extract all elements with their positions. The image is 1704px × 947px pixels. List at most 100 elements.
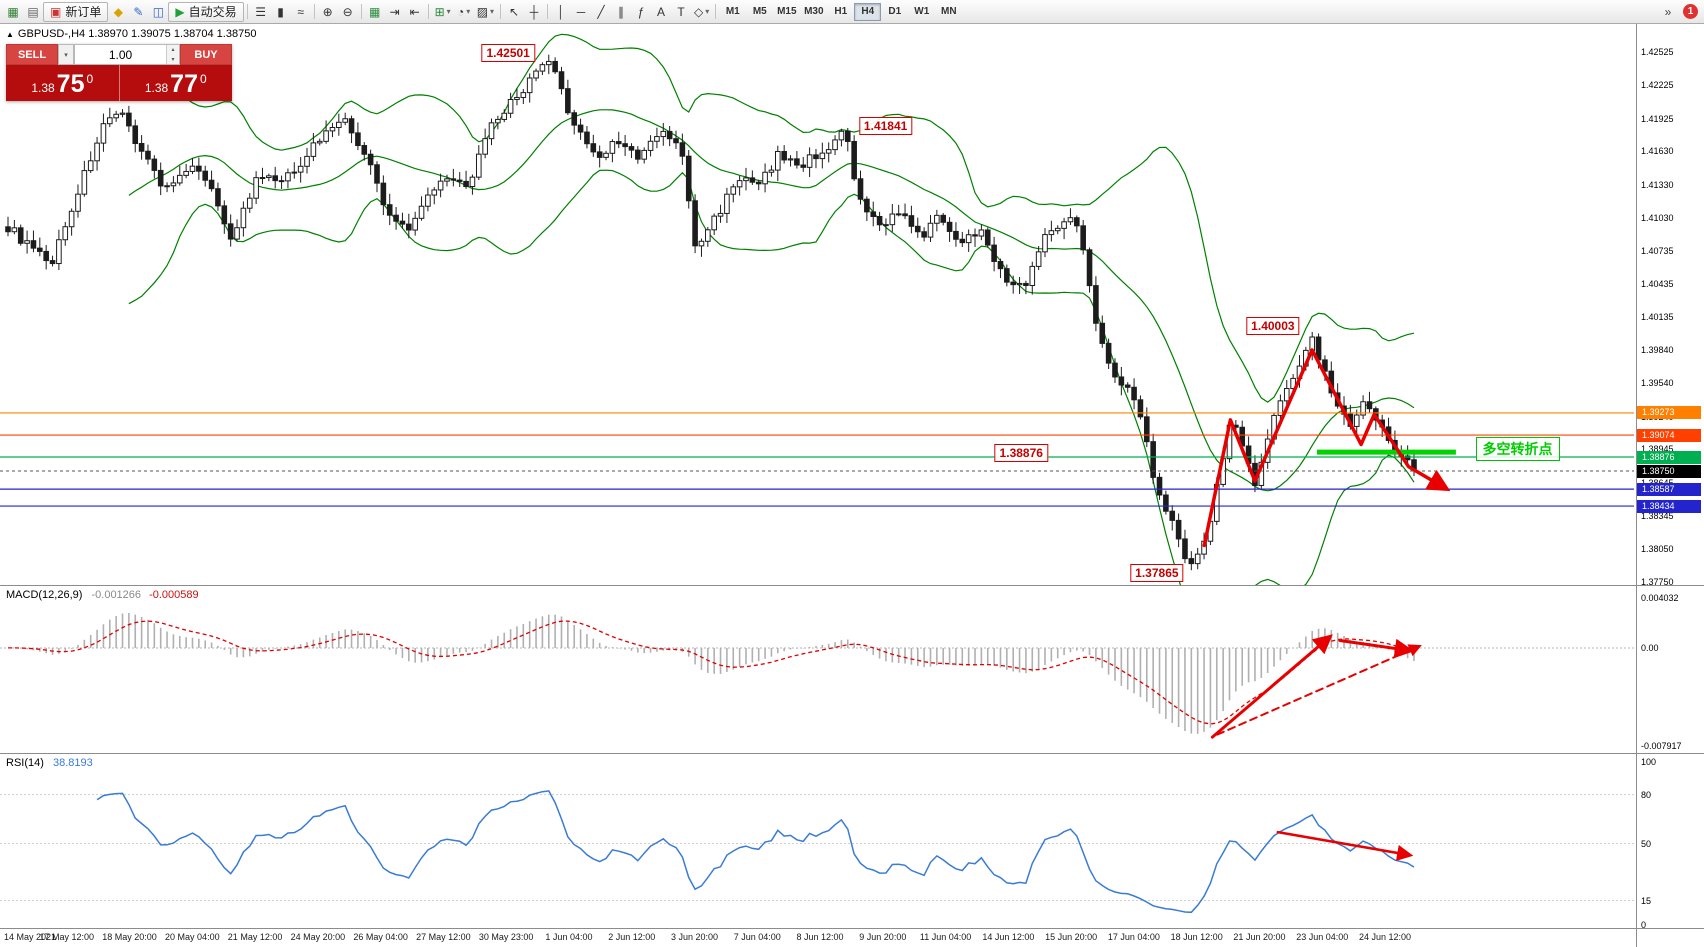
price-callout[interactable]: 1.38876 [994,444,1048,463]
buy-price[interactable]: 1.38 77 0 [120,65,233,101]
timeframe-m1-button[interactable]: M1 [725,6,740,17]
price-callout[interactable]: 1.37865 [1130,564,1184,583]
zoom-in-button[interactable]: ⊕ [318,2,338,22]
scripts-icon: ✎ [133,4,144,19]
terminal-button[interactable]: ◫ [148,2,168,22]
bar-chart-button[interactable]: ☰ [251,2,271,22]
macd-axis-label: -0.007917 [1641,741,1682,751]
horizontal-line-button[interactable]: ─ [571,2,591,22]
toolbar-separator [500,4,502,19]
timeframe-m30-button[interactable]: M30 [804,6,824,17]
time-axis-label: 14 Jun 12:00 [982,932,1035,942]
volume-up-button[interactable]: ▴ [167,45,179,55]
timeframe-m5-button[interactable]: M5 [752,6,767,17]
timeframe-m15-button[interactable]: M15 [777,6,797,17]
fibonacci-button[interactable]: ƒ [631,2,651,22]
time-axis-label: 1 Jun 04:00 [545,932,593,942]
trendline-button[interactable]: ╱ [591,2,611,22]
timeframe-d1-button[interactable]: D1 [888,6,902,17]
indicators-button[interactable]: ⊞ ▾ [432,2,454,22]
toolbar-items: ▦ ▤ ▣ 新订单 ◆ ✎ ◫ ▶ 自动交易 ☰ ▮ ≈ ⊕ ⊖ ▦ ⇥ ⇤ ⊞ ▾ ◔ ▾ ▨ ▾ ↖ ┼ │ ─ ╱ ∥ ƒ A T ◇ ▾ M… [3,0,1658,23]
price-tag: 1.38434 [1637,499,1701,513]
order-type-dropdown[interactable]: ▾ [58,44,74,65]
profiles-button[interactable]: ▤ [23,2,43,22]
new-order-button[interactable]: ▣ 新订单 [43,1,109,22]
rsi-axis-label: 100 [1641,757,1657,767]
trade-panel-controls: SELL ▾ 1.00 ▴ ▾ BUY [6,44,232,65]
macd-value-main: -0.001266 [91,589,142,601]
horizontal-line-icon: ─ [576,4,586,19]
candlestick-chart-icon: ▮ [277,4,284,19]
time-axis-label: 26 May 04:00 [353,932,408,942]
candlestick-chart-button[interactable]: ▮ [271,2,291,22]
buy-price-big-figure: 1.38 [144,81,169,95]
volume-down-button[interactable]: ▾ [167,54,179,64]
channel-icon: ∥ [618,4,625,19]
chevron-down-icon: ▾ [446,7,451,16]
crosshair-icon: ┼ [529,4,539,19]
price-tag: 1.38587 [1637,482,1701,496]
price-callout[interactable]: 1.42501 [481,43,535,62]
price-axis-label: 1.38945 [1641,444,1674,455]
rsi-indicator-label: RSI(14) 38.8193 [6,757,93,769]
notification-badge[interactable]: 1 [1683,4,1698,19]
time-axis-label: 3 Jun 20:00 [670,932,719,942]
periods-button[interactable]: ◔ ▾ [454,2,474,22]
buy-button[interactable]: BUY [180,44,232,65]
sell-button[interactable]: SELL [6,44,58,65]
autotrading-button[interactable]: ▶ 自动交易 [168,1,244,22]
sell-price[interactable]: 1.38 75 0 [6,65,120,101]
price-axis-label: 1.42225 [1641,80,1674,91]
sell-price-pips: 75 [56,70,85,98]
price-callout[interactable]: 1.41841 [858,116,913,135]
new-chart-icon: ▦ [7,4,19,19]
timeframe-h4-button[interactable]: H4 [854,2,882,21]
toolbar: ▦ ▤ ▣ 新订单 ◆ ✎ ◫ ▶ 自动交易 ☰ ▮ ≈ ⊕ ⊖ ▦ ⇥ ⇤ ⊞ ▾ ◔ ▾ ▨ ▾ ↖ ┼ │ ─ ╱ ∥ ƒ A T ◇ ▾ M… [0,0,1704,24]
toolbar-overflow-button[interactable]: » [1664,4,1672,19]
time-axis-label: 20 May 04:00 [165,932,220,942]
arrows-button[interactable]: ◇ ▾ [691,2,712,22]
buy-price-pips: 77 [170,70,198,98]
chevron-down-icon: ▾ [64,51,68,59]
price-tag: 1.39074 [1637,428,1701,442]
zoom-out-icon: ⊖ [342,4,353,19]
sell-price-point: 0 [86,72,94,86]
cursor-button[interactable]: ↖ [504,2,524,22]
tile-windows-button[interactable]: ▦ [365,2,385,22]
templates-button[interactable]: ▨ ▾ [474,2,497,22]
price-axis-label: 1.42525 [1641,47,1674,57]
line-chart-icon: ≈ [297,4,304,19]
toolbar-separator [547,4,549,19]
channel-button[interactable]: ∥ [611,2,631,22]
chart-shift-icon: ⇤ [409,4,420,19]
new-chart-button[interactable]: ▦ [3,2,23,22]
price-axis-label: 1.38050 [1641,543,1674,554]
zoom-in-icon: ⊕ [322,4,333,19]
line-chart-button[interactable]: ≈ [291,2,311,22]
rsi-axis-label: 50 [1641,838,1652,849]
vertical-line-button[interactable]: │ [551,2,571,22]
price-axis-label: 1.41030 [1641,212,1674,223]
text-button[interactable]: A [651,2,671,22]
scripts-button[interactable]: ✎ [128,2,148,22]
rsi-axis-label: 15 [1641,895,1652,906]
time-axis-label: 24 May 20:00 [290,932,346,942]
zoom-out-button[interactable]: ⊖ [338,2,358,22]
arrows-icon: ◇ [694,4,704,19]
auto-scroll-button[interactable]: ⇥ [385,2,405,22]
price-tag: 1.38876 [1637,450,1701,464]
crosshair-button[interactable]: ┼ [524,2,544,22]
timeframe-h1-button[interactable]: H1 [834,6,848,17]
turning-point-label[interactable]: 多空转折点 [1475,436,1560,461]
volume-input[interactable]: 1.00 ▴ ▾ [74,44,180,65]
chart-shift-button[interactable]: ⇤ [405,2,425,22]
macd-axis-label: 0.004032 [1641,593,1679,603]
label-button[interactable]: T [671,2,691,22]
expert-advisors-button[interactable]: ◆ [108,2,128,22]
toolbar-separator [427,4,429,19]
toolbar-separator [246,4,248,19]
timeframe-w1-button[interactable]: W1 [914,6,930,17]
timeframe-mn-button[interactable]: MN [941,6,957,17]
price-callout[interactable]: 1.40003 [1246,316,1300,335]
